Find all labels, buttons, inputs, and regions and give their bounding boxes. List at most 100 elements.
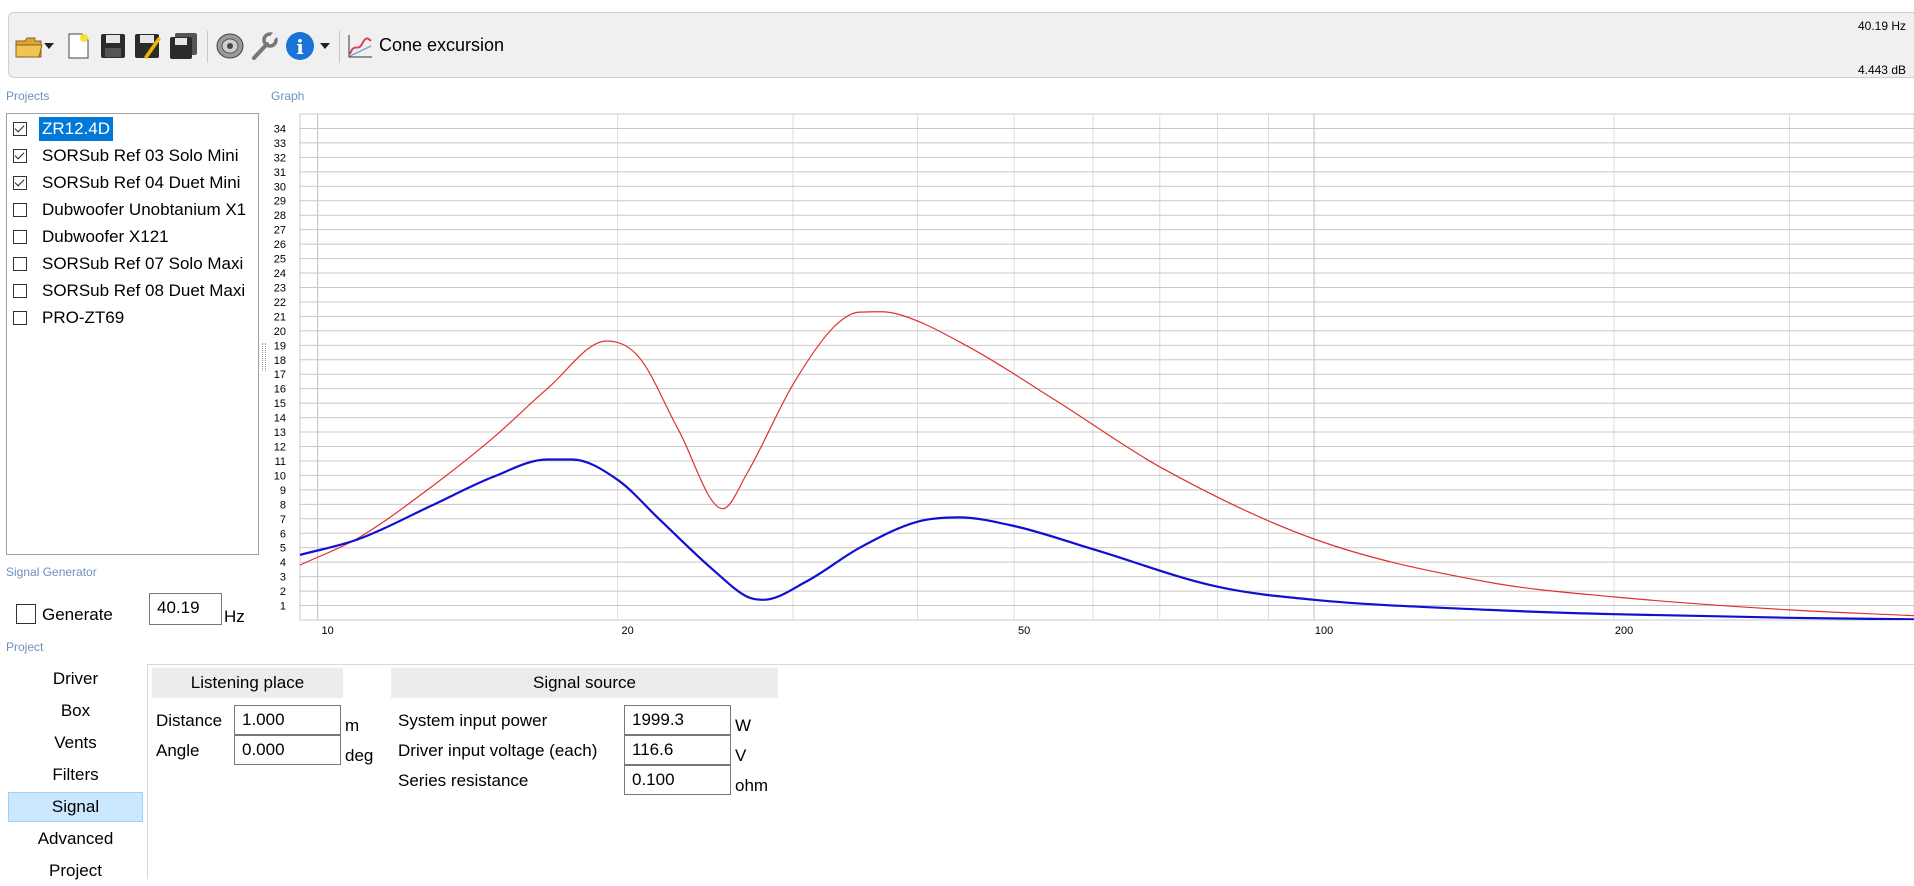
series-resistance-input[interactable]: 0.100 [624,765,731,795]
panel-splitter[interactable] [262,343,266,371]
project-item[interactable]: Dubwoofer X121 [13,224,172,250]
dropdown-arrow-icon[interactable] [319,31,331,61]
project-checkbox[interactable] [13,122,27,136]
nav-item-project[interactable]: Project [49,861,102,880]
toolbar: i Cone excursion 40.19 Hz 4.443 dB [8,12,1914,78]
angle-input[interactable]: 0.000 [234,735,341,765]
y-tick-label: 18 [274,355,286,367]
graph-label: Graph [271,89,305,103]
project-item[interactable]: Dubwoofer Unobtanium X1 [13,197,249,223]
nav-item-driver[interactable]: Driver [52,669,99,688]
generate-checkbox[interactable] [16,604,36,624]
series-2-line [300,458,1914,620]
y-tick-label: 16 [274,384,286,396]
y-tick-label: 15 [274,398,286,410]
graph-title: Cone excursion [379,35,505,55]
x-tick-label: 20 [621,625,633,637]
project-checkbox[interactable] [13,149,27,163]
project-item[interactable]: PRO-ZT69 [13,305,127,331]
project-name: SORSub Ref 07 Solo Maxi [42,254,244,273]
svg-text:i: i [296,35,304,59]
cone-excursion-chart[interactable]: 1234567891011121314151617181920212223242… [0,0,1914,640]
x-tick-label: 200 [1615,625,1633,637]
angle-label: Angle [156,741,200,760]
project-item[interactable]: SORSub Ref 07 Solo Maxi [13,251,246,277]
y-tick-label: 25 [274,254,286,266]
project-name: Dubwoofer Unobtanium X1 [42,200,247,219]
project-checkbox[interactable] [13,257,27,271]
save-icon[interactable] [99,31,127,61]
angle-unit: deg [345,746,374,765]
save-all-icon[interactable] [169,31,199,61]
y-tick-label: 6 [280,528,286,540]
y-tick-label: 28 [274,210,286,222]
y-tick-label: 26 [274,239,286,251]
y-tick-label: 13 [274,427,286,439]
nav-item-box[interactable]: Box [60,701,91,720]
y-tick-label: 22 [274,297,286,309]
nav-item-vents[interactable]: Vents [54,733,97,752]
y-tick-label: 5 [280,543,286,555]
speaker-driver-icon[interactable] [215,31,245,61]
project-item[interactable]: ZR12.4D [13,116,114,142]
listening-place-header: Listening place [152,668,343,698]
level-readout: 4.443 dB [1857,63,1906,77]
x-tick-label: 50 [1018,625,1030,637]
save-as-icon[interactable] [133,31,163,61]
dropdown-arrow-icon[interactable] [43,31,55,61]
project-item[interactable]: SORSub Ref 04 Duet Mini [13,170,243,196]
y-tick-label: 12 [274,442,286,454]
project-name: SORSub Ref 08 Duet Maxi [42,281,246,300]
graph-icon[interactable] [345,31,375,61]
open-folder-icon[interactable] [15,31,43,61]
project-checkbox[interactable] [13,176,27,190]
generator-frequency-unit: Hz [224,607,245,626]
signal-source-header: Signal source [391,668,778,698]
driver-input-voltage-input[interactable]: 116.6 [624,735,731,765]
y-tick-label: 30 [274,181,286,193]
nav-item-filters[interactable]: Filters [52,765,99,784]
projects-list[interactable]: ZR12.4D SORSub Ref 03 Solo Mini SORSub Ref… [6,113,259,555]
distance-unit: m [345,716,360,735]
toolbar-separator [207,31,208,63]
y-tick-label: 1 [280,601,286,613]
distance-label: Distance [156,711,223,730]
y-tick-label: 9 [280,485,286,497]
system-input-power-unit: W [735,716,752,735]
new-document-icon[interactable] [65,31,91,61]
project-name: PRO-ZT69 [42,308,125,327]
project-name: ZR12.4D [39,117,114,141]
system-input-power-input[interactable]: 1999.3 [624,705,731,735]
series-1-line [300,311,1914,617]
y-tick-label: 19 [274,340,286,352]
nav-item-advanced[interactable]: Advanced [37,829,114,848]
x-tick-label: 10 [322,625,334,637]
y-tick-label: 21 [274,311,286,323]
project-checkbox[interactable] [13,284,27,298]
y-tick-label: 29 [274,196,286,208]
project-item[interactable]: SORSub Ref 08 Duet Maxi [13,278,248,304]
project-checkbox[interactable] [13,230,27,244]
project-checkbox[interactable] [13,203,27,217]
y-tick-label: 3 [280,572,286,584]
y-tick-label: 20 [274,326,286,338]
plot-area [299,113,1914,621]
y-tick-label: 14 [274,413,286,425]
project-item[interactable]: SORSub Ref 03 Solo Mini [13,143,242,169]
y-tick-label: 31 [274,167,286,179]
y-tick-label: 11 [275,456,286,468]
system-input-power-label: System input power [398,711,548,730]
nav-item-signal[interactable]: Signal [8,792,143,822]
info-icon[interactable]: i [285,31,315,61]
y-tick-label: 33 [274,138,286,150]
y-tick-label: 24 [274,268,286,280]
y-tick-label: 27 [274,225,286,237]
y-tick-label: 8 [280,499,286,511]
y-tick-label: 2 [280,586,286,598]
wrench-icon[interactable] [249,31,279,61]
generator-frequency-input[interactable]: 40.19 [149,593,222,625]
project-name: Dubwoofer X121 [42,227,169,246]
project-checkbox[interactable] [13,311,27,325]
distance-input[interactable]: 1.000 [234,705,341,735]
x-tick-label: 100 [1315,625,1333,637]
